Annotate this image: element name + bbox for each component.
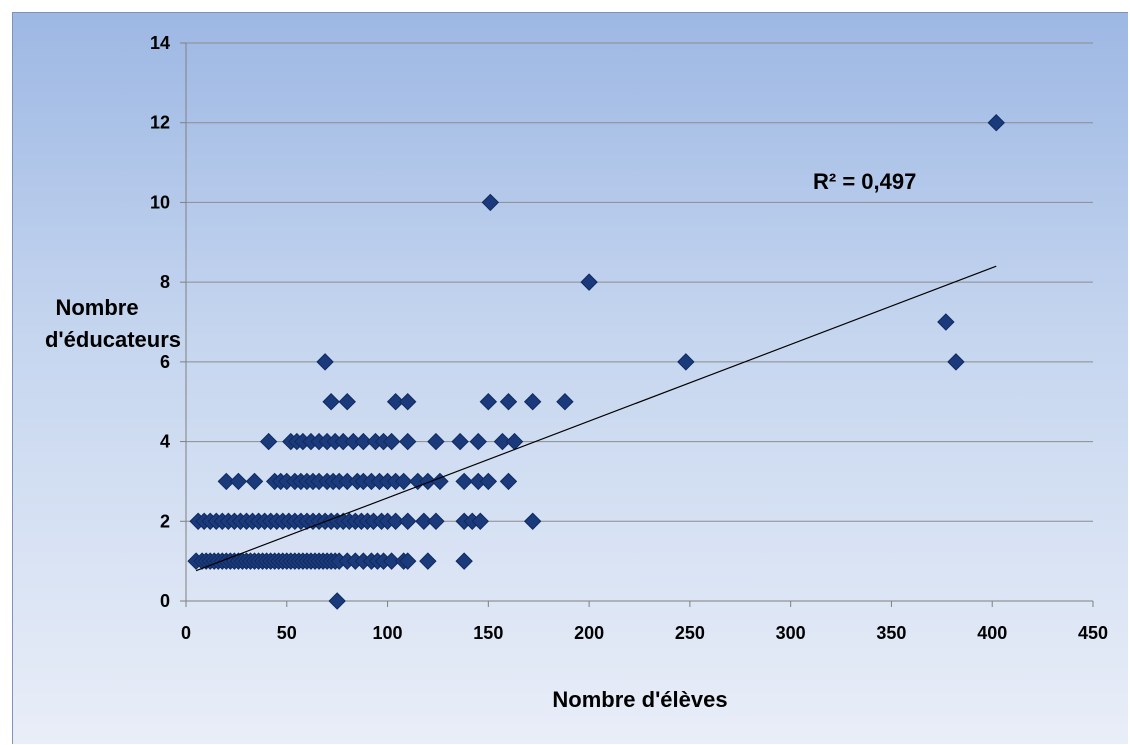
gridlines — [186, 42, 1093, 522]
data-point — [399, 432, 417, 451]
data-point — [451, 432, 469, 451]
data-point — [245, 472, 264, 491]
data-point — [427, 512, 445, 530]
data-point — [580, 273, 598, 291]
x-axis-title: Nombre d'élèves — [552, 687, 727, 712]
x-tick-label-350: 350 — [876, 623, 906, 643]
x-tick-labels: 0 50 100 150 200 250 300 350 400 450 — [181, 623, 1108, 643]
data-point — [419, 472, 437, 491]
data-point — [479, 393, 498, 411]
y-tick-label-0: 0 — [160, 591, 170, 611]
data-point — [354, 432, 373, 451]
data-point — [556, 393, 574, 411]
y-axis-title-line-1: Nombre — [55, 295, 138, 320]
y-tick-label-2: 2 — [160, 511, 170, 531]
y-tick-label-10: 10 — [150, 192, 170, 212]
data-point — [322, 393, 340, 411]
data-point — [471, 512, 489, 530]
data-point — [455, 552, 473, 570]
data-point — [394, 472, 413, 491]
x-tick-label-150: 150 — [473, 623, 503, 643]
x-tick-label-450: 450 — [1078, 623, 1108, 643]
data-point — [499, 472, 518, 491]
x-tick-label-300: 300 — [776, 623, 806, 643]
data-point — [338, 393, 356, 411]
y-tick-label-14: 14 — [150, 33, 170, 53]
data-point — [399, 512, 417, 530]
data-point — [499, 393, 518, 411]
data-point — [493, 432, 512, 451]
trendline — [195, 265, 997, 572]
data-point — [328, 592, 346, 610]
x-tick-label-200: 200 — [574, 623, 604, 643]
y-tick-labels: 0 2 4 6 8 10 12 14 — [150, 33, 170, 611]
data-point — [937, 313, 955, 331]
data-point — [523, 393, 542, 411]
r-squared-annotation: R² = 0,497 — [813, 169, 916, 194]
chart-area: 0 2 4 6 8 10 12 14 0 50 100 150 200 250 300 350 400 450 … — [12, 12, 1128, 744]
data-point — [987, 114, 1005, 132]
data-point — [399, 393, 417, 411]
data-point — [382, 432, 401, 451]
data-point — [481, 193, 500, 212]
x-tick-label-0: 0 — [181, 623, 191, 643]
data-point — [523, 512, 542, 530]
data-point — [677, 353, 695, 371]
data-point — [455, 472, 473, 491]
y-axis-title-line-2: d'éducateurs — [45, 327, 181, 352]
data-point — [947, 353, 965, 371]
data-points — [187, 114, 1005, 610]
x-tick-label-50: 50 — [277, 623, 297, 643]
y-tick-label-4: 4 — [160, 432, 170, 452]
y-tick-label-12: 12 — [150, 113, 170, 133]
data-point — [427, 432, 445, 451]
data-point — [415, 512, 433, 530]
data-point — [431, 472, 449, 491]
y-tick-label-8: 8 — [160, 272, 170, 292]
data-point — [399, 552, 417, 570]
data-point — [316, 353, 334, 371]
y-tick-label-6: 6 — [160, 352, 170, 372]
data-point — [479, 472, 498, 491]
data-point — [386, 393, 405, 411]
data-point — [259, 432, 278, 451]
data-point — [469, 432, 487, 451]
data-point — [217, 472, 236, 491]
data-point — [229, 472, 248, 491]
x-tick-label-250: 250 — [675, 623, 705, 643]
x-tick-label-100: 100 — [373, 623, 403, 643]
x-tick-label-400: 400 — [977, 623, 1007, 643]
data-point — [382, 552, 401, 570]
data-point — [386, 512, 405, 530]
data-point — [419, 552, 437, 570]
